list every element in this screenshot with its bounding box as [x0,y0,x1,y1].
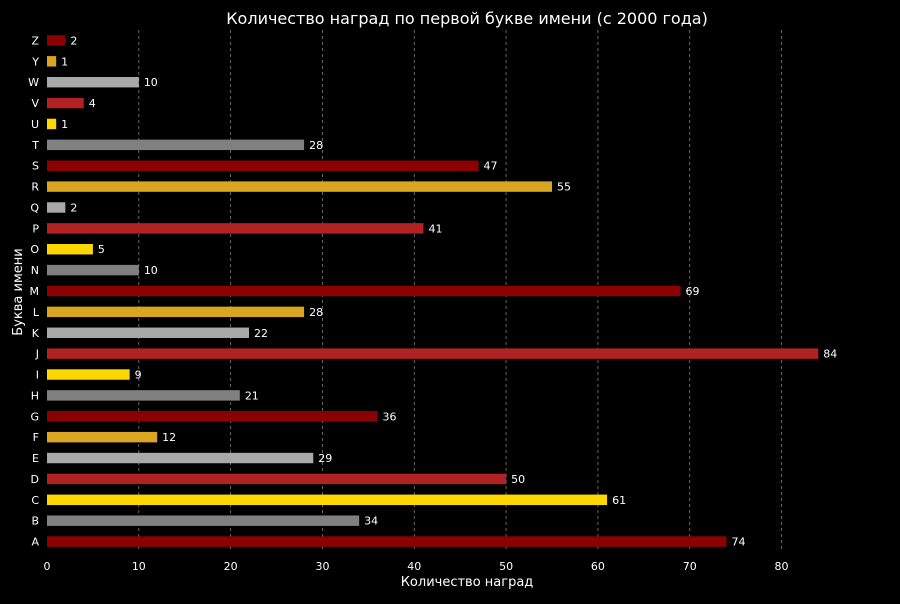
bar-P [47,223,424,234]
y-tick-label-K: K [32,327,40,340]
value-label-C: 61 [612,494,626,507]
value-label-I: 9 [135,369,142,382]
value-label-P: 41 [428,222,442,235]
bar-M [47,285,681,297]
x-tick-label-80: 80 [775,560,789,573]
y-tick-label-C: C [31,494,39,507]
bar-N [47,264,139,276]
value-label-B: 34 [364,515,378,528]
value-label-D: 50 [511,473,525,486]
bar-H [47,390,240,401]
x-tick-label-70: 70 [683,560,697,573]
bar-C [47,494,608,506]
x-tick-label-10: 10 [132,560,146,573]
value-label-R: 55 [557,181,571,194]
y-tick-label-M: M [30,285,40,298]
bar-U [47,118,57,130]
value-label-G: 36 [383,410,397,423]
value-label-Z: 2 [70,34,77,47]
x-tick-label-30: 30 [315,560,329,573]
x-tick-label-0: 0 [44,560,51,573]
bar-G [47,411,378,422]
x-tick-label-20: 20 [224,560,238,573]
bar-A [47,536,727,547]
y-tick-label-Z: Z [31,34,39,47]
x-tick-label-60: 60 [591,560,605,573]
bar-R [47,181,552,192]
value-label-K: 22 [254,327,268,340]
bar-D [47,473,507,485]
value-label-L: 28 [309,306,323,319]
value-label-H: 21 [245,389,259,402]
x-tick-labels: 0 10 20 30 40 50 60 70 80 [44,560,789,573]
bar-Q [47,202,66,213]
value-label-A: 74 [731,536,745,549]
bar-V [47,97,84,109]
bar-O [47,244,93,255]
y-tick-label-W: W [28,76,39,89]
bar-Y [47,56,57,67]
value-label-U: 1 [61,118,68,131]
y-tick-label-F: F [33,431,39,444]
y-tick-label-B: B [31,515,39,528]
bars [47,35,819,547]
y-tick-label-O: O [30,243,39,256]
bar-W [47,76,139,88]
bar-K [47,327,249,338]
y-tick-label-Q: Q [30,201,39,214]
y-tick-label-N: N [31,264,39,277]
y-axis-label: Буква имени [11,248,26,335]
value-label-S: 47 [484,160,498,173]
value-label-V: 4 [89,97,96,110]
value-label-E: 29 [318,452,332,465]
value-label-M: 69 [686,285,700,298]
chart-title: Количество наград по первой букве имени … [226,9,708,28]
bar-J [47,348,819,359]
value-label-T: 28 [309,139,323,152]
y-tick-label-V: V [31,97,39,110]
y-tick-label-P: P [32,222,39,235]
value-label-Y: 1 [61,55,68,68]
y-tick-label-L: L [33,306,40,319]
y-tick-label-U: U [31,118,39,131]
y-tick-label-G: G [30,410,39,423]
value-labels: 7434615029123621984222869105412554728141… [61,34,837,548]
bar-L [47,306,305,318]
y-tick-label-S: S [32,160,39,173]
bar-S [47,160,479,171]
y-tick-label-E: E [32,452,39,465]
y-tick-label-R: R [31,181,39,194]
value-label-O: 5 [98,243,105,256]
y-tick-label-I: I [36,369,39,382]
y-tick-label-Y: Y [31,55,39,68]
y-tick-label-A: A [31,536,39,549]
value-label-N: 10 [144,264,158,277]
y-tick-label-T: T [31,139,39,152]
bar-F [47,431,158,443]
x-tick-label-50: 50 [499,560,513,573]
x-tick-label-40: 40 [407,560,421,573]
value-label-J: 84 [823,348,837,361]
value-label-Q: 2 [70,201,77,214]
bar-E [47,452,314,464]
value-label-W: 10 [144,76,158,89]
value-label-F: 12 [162,431,176,444]
y-tick-label-D: D [31,473,39,486]
x-axis-label: Количество наград [401,575,534,590]
bar-I [47,369,130,380]
bar-Z [47,35,66,46]
bar-B [47,515,360,526]
y-tick-label-H: H [31,389,39,402]
bar-T [47,139,305,151]
y-tick-label-J: J [35,348,39,361]
